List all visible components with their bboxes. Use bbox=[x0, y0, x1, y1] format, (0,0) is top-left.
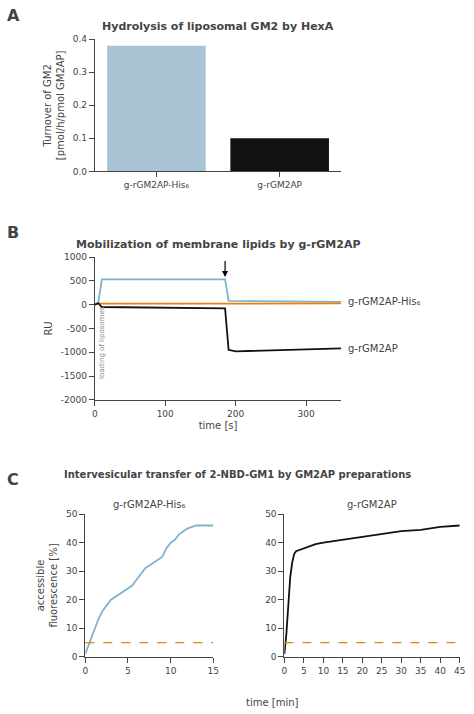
svg-text:time [s]: time [s] bbox=[199, 420, 238, 431]
svg-text:g-rGM2AP-His₆: g-rGM2AP-His₆ bbox=[124, 180, 190, 190]
svg-text:300: 300 bbox=[297, 409, 314, 419]
svg-text:20: 20 bbox=[265, 595, 277, 605]
svg-text:10: 10 bbox=[265, 623, 277, 633]
svg-text:200: 200 bbox=[227, 409, 244, 419]
svg-text:30: 30 bbox=[265, 566, 277, 576]
svg-text:Turnover of GM2[pmol/h/pmol GM: Turnover of GM2[pmol/h/pmol GM2AP] bbox=[42, 50, 66, 160]
svg-text:25: 25 bbox=[376, 666, 387, 676]
svg-text:5: 5 bbox=[125, 666, 131, 676]
svg-text:Hydrolysis of liposomal GM2 by: Hydrolysis of liposomal GM2 by HexA bbox=[102, 20, 334, 33]
svg-text:0: 0 bbox=[82, 666, 88, 676]
svg-text:0: 0 bbox=[72, 652, 78, 662]
svg-text:g-rGM2AP-His₆: g-rGM2AP-His₆ bbox=[113, 499, 186, 510]
svg-text:35: 35 bbox=[415, 666, 426, 676]
svg-text:10: 10 bbox=[318, 666, 330, 676]
svg-text:loading of liposomes: loading of liposomes bbox=[98, 306, 106, 379]
svg-text:0.2: 0.2 bbox=[73, 100, 87, 110]
svg-text:g-rGM2AP: g-rGM2AP bbox=[347, 499, 397, 510]
svg-text:accessiblefluorescence [%]: accessiblefluorescence [%] bbox=[35, 543, 59, 627]
svg-text:Mobilization of membrane lipid: Mobilization of membrane lipids by g-rGM… bbox=[76, 238, 361, 251]
svg-text:5: 5 bbox=[301, 666, 307, 676]
svg-text:time [min]: time [min] bbox=[246, 697, 299, 708]
svg-text:100: 100 bbox=[157, 409, 174, 419]
svg-text:40: 40 bbox=[66, 538, 78, 548]
svg-text:0: 0 bbox=[271, 652, 277, 662]
svg-text:-1500: -1500 bbox=[61, 371, 87, 381]
svg-text:0.4: 0.4 bbox=[73, 34, 88, 44]
svg-text:A: A bbox=[7, 6, 20, 25]
svg-text:0.0: 0.0 bbox=[73, 167, 88, 177]
svg-text:30: 30 bbox=[396, 666, 408, 676]
svg-text:1000: 1000 bbox=[64, 252, 87, 262]
svg-text:Intervesicular transfer of 2-N: Intervesicular transfer of 2-NBD-GM1 by … bbox=[64, 469, 411, 480]
svg-text:-1000: -1000 bbox=[61, 347, 87, 357]
svg-text:20: 20 bbox=[357, 666, 369, 676]
svg-text:40: 40 bbox=[265, 538, 277, 548]
svg-text:g-rGM2AP-His₆: g-rGM2AP-His₆ bbox=[348, 296, 421, 307]
svg-text:g-rGM2AP: g-rGM2AP bbox=[348, 343, 398, 354]
svg-text:0.3: 0.3 bbox=[73, 67, 87, 77]
svg-text:0: 0 bbox=[81, 300, 87, 310]
svg-text:15: 15 bbox=[208, 666, 219, 676]
svg-text:RU: RU bbox=[43, 321, 54, 335]
svg-text:20: 20 bbox=[66, 595, 78, 605]
svg-text:g-rGM2AP: g-rGM2AP bbox=[257, 180, 302, 190]
svg-text:10: 10 bbox=[165, 666, 177, 676]
svg-text:0: 0 bbox=[92, 409, 98, 419]
svg-text:50: 50 bbox=[265, 509, 277, 519]
svg-text:15: 15 bbox=[337, 666, 348, 676]
svg-text:45: 45 bbox=[454, 666, 465, 676]
svg-text:10: 10 bbox=[66, 623, 78, 633]
svg-text:0: 0 bbox=[282, 666, 288, 676]
svg-text:C: C bbox=[7, 470, 19, 489]
svg-text:0.1: 0.1 bbox=[73, 133, 87, 143]
svg-text:-2000: -2000 bbox=[61, 395, 87, 405]
svg-text:-500: -500 bbox=[67, 324, 88, 334]
svg-text:B: B bbox=[7, 223, 19, 242]
svg-text:40: 40 bbox=[435, 666, 447, 676]
svg-text:30: 30 bbox=[66, 566, 78, 576]
svg-text:50: 50 bbox=[66, 509, 78, 519]
svg-text:500: 500 bbox=[70, 276, 87, 286]
